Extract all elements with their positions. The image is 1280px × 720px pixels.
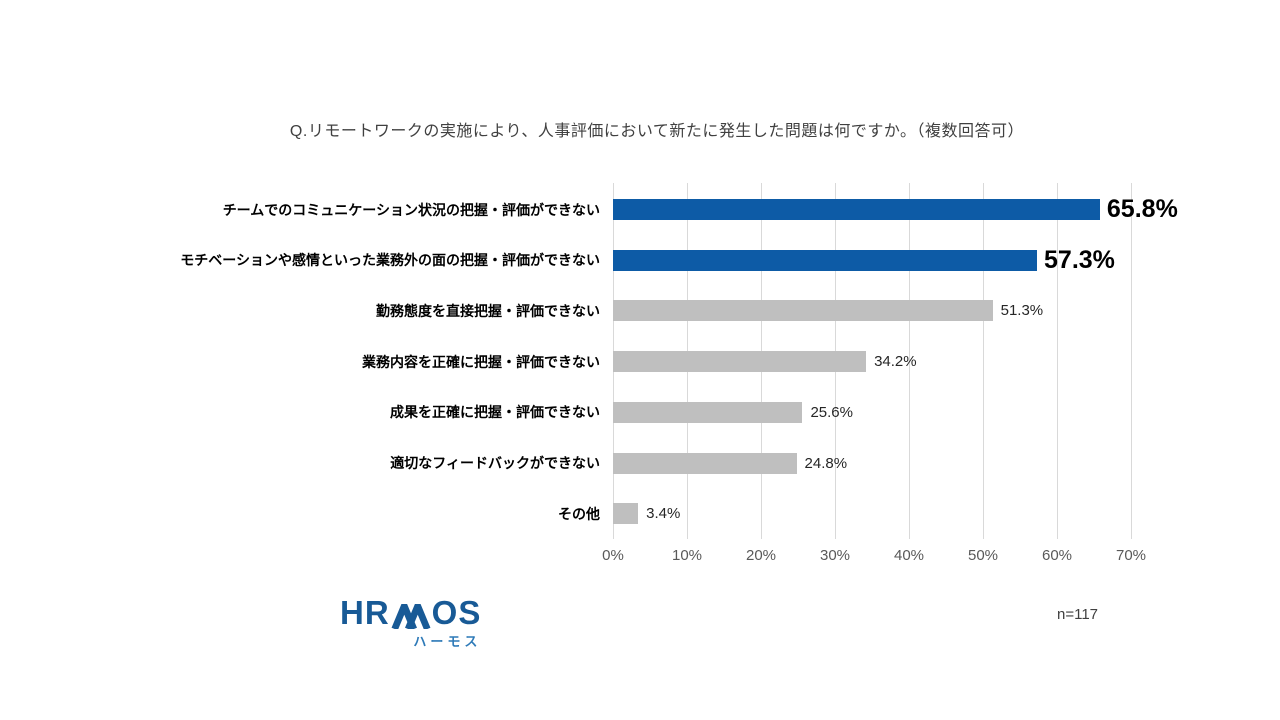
gridline	[1131, 183, 1132, 539]
hrmos-logo: HR OS ハーモス	[340, 596, 481, 650]
x-axis-label: 20%	[745, 547, 777, 564]
x-axis-label: 60%	[1041, 547, 1073, 564]
value-label: 3.4%	[646, 505, 681, 523]
x-axis-label: 30%	[819, 547, 851, 564]
bar	[613, 401, 803, 423]
x-axis-label: 50%	[967, 547, 999, 564]
logo-wordmark: HR OS	[340, 596, 481, 629]
gridline	[983, 183, 984, 539]
value-label: 65.8%	[1106, 195, 1178, 223]
x-axis-label: 70%	[1115, 547, 1147, 564]
category-label: 勤務態度を直接把握・評価できない	[376, 302, 600, 319]
category-label: チームでのコミュニケーション状況の把握・評価ができない	[222, 201, 600, 218]
bar	[613, 452, 797, 474]
x-axis-label: 10%	[671, 547, 703, 564]
value-label: 34.2%	[874, 353, 917, 371]
chart-title: Q.リモートワークの実施により、人事評価において新たに発生した問題は何ですか。（…	[289, 123, 1025, 140]
value-label: 51.3%	[1000, 302, 1044, 320]
gridline	[909, 183, 910, 539]
x-axis-label: 0%	[602, 547, 624, 564]
bar	[613, 300, 993, 322]
logo-text-right: OS	[431, 594, 482, 631]
logo-subtext: ハーモス	[413, 634, 482, 649]
bar	[613, 199, 1100, 220]
logo-m-glyph	[391, 604, 431, 629]
bar	[613, 351, 867, 373]
logo-text-left: HR	[340, 594, 390, 631]
category-label: モチベーションや感情といった業務外の面の把握・評価ができない	[180, 252, 600, 269]
sample-size-label: n=117	[1057, 606, 1099, 623]
category-label: 適切なフィードバックができない	[390, 455, 600, 471]
gridline	[1057, 183, 1058, 539]
category-label: 業務内容を正確に把握・評価できない	[362, 353, 600, 370]
category-label: 成果を正確に把握・評価できない	[390, 404, 600, 421]
x-axis-label: 40%	[893, 547, 925, 564]
bar	[613, 503, 639, 525]
value-label: 57.3%	[1044, 245, 1115, 274]
category-label: その他	[558, 505, 600, 522]
value-label: 25.6%	[810, 403, 853, 421]
value-label: 24.8%	[804, 454, 848, 472]
bar	[613, 249, 1038, 271]
